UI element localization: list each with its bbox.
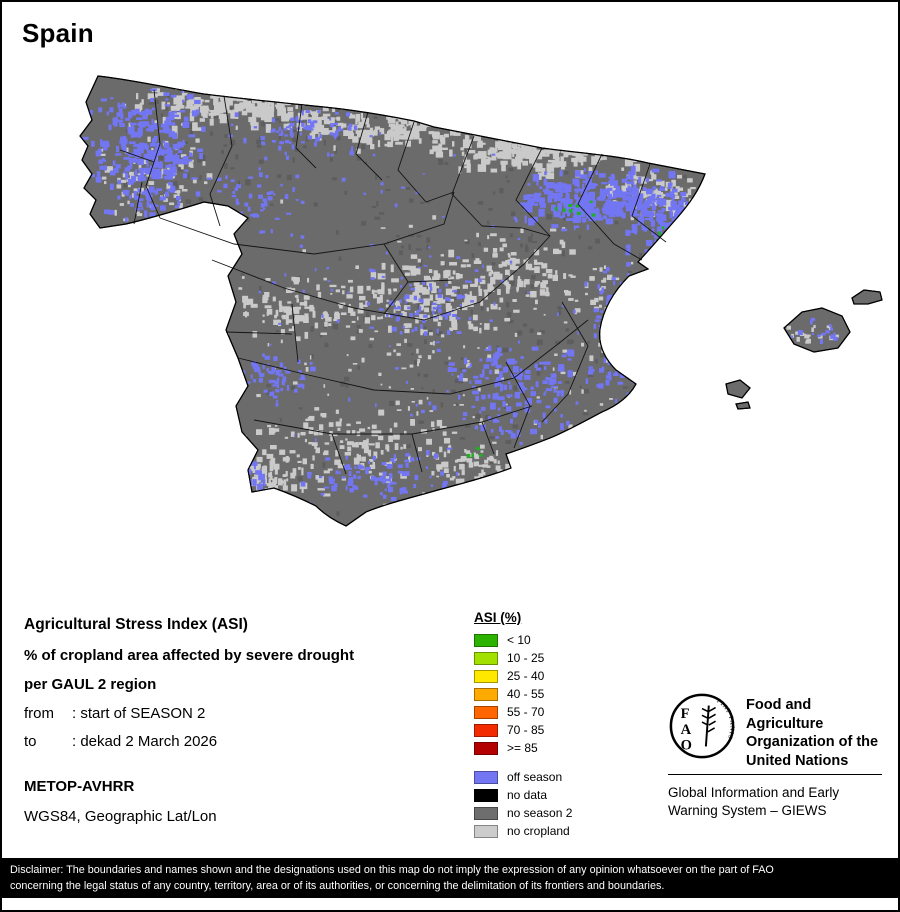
asi-legend-heading: ASI (%) bbox=[474, 610, 522, 625]
page-title: Spain bbox=[22, 18, 94, 48]
asi-legend: ASI (%) < 10 10 - 25 25 - 40 40 - 55 55 - 70… bbox=[474, 610, 572, 842]
from-value: : start of SEASON 2 bbox=[72, 705, 206, 722]
legend-row: 40 - 55 bbox=[474, 687, 572, 701]
projection-name: WGS84, Geographic Lat/Lon bbox=[24, 808, 217, 825]
legend-from-line: from : start of SEASON 2 bbox=[24, 705, 354, 722]
legend-label: < 10 bbox=[507, 633, 531, 647]
legend-label: 55 - 70 bbox=[507, 705, 545, 719]
legend-row: 70 - 85 bbox=[474, 723, 572, 737]
legend-swatch bbox=[474, 651, 498, 665]
fao-block: F A O FIAT PANIS Food and Agriculture Or… bbox=[668, 690, 886, 830]
gaul2-boundaries bbox=[119, 89, 667, 475]
legend-label: 70 - 85 bbox=[507, 723, 545, 737]
svg-text:A: A bbox=[681, 722, 692, 738]
fao-logo-icon: F A O FIAT PANIS bbox=[669, 693, 735, 759]
legend-label: 40 - 55 bbox=[507, 687, 545, 701]
legend-row: no cropland bbox=[474, 824, 572, 838]
legend-swatch bbox=[474, 770, 498, 784]
legend-row: off season bbox=[474, 770, 572, 784]
svg-text:F: F bbox=[681, 706, 690, 722]
legend-swatch bbox=[474, 723, 498, 737]
to-value: : dekad 2 March 2026 bbox=[72, 733, 218, 750]
to-label: to bbox=[24, 733, 37, 750]
legend-row: no season 2 bbox=[474, 806, 572, 820]
legend-swatch bbox=[474, 633, 498, 647]
legend-row: < 10 bbox=[474, 633, 572, 647]
legend-label: off season bbox=[507, 770, 563, 784]
sensor-name: METOP-AVHRR bbox=[24, 778, 135, 795]
legend-label: 25 - 40 bbox=[507, 669, 545, 683]
legend-description-line2: per GAUL 2 region bbox=[24, 676, 157, 693]
legend-label: 10 - 25 bbox=[507, 651, 545, 665]
legend-description-line1: % of cropland area affected by severe dr… bbox=[24, 647, 355, 664]
legend-label: no data bbox=[507, 788, 548, 802]
legend-to-line: to : dekad 2 March 2026 bbox=[24, 733, 354, 750]
legend-swatch bbox=[474, 687, 498, 701]
legend-row: 55 - 70 bbox=[474, 705, 572, 719]
legend-swatch bbox=[474, 788, 498, 802]
asi-extra-classes: off season no data no season 2 no cropland bbox=[474, 770, 572, 838]
legend-swatch bbox=[474, 806, 498, 820]
legend-label: >= 85 bbox=[507, 741, 538, 755]
legend-row: 25 - 40 bbox=[474, 669, 572, 683]
legend-row: >= 85 bbox=[474, 741, 572, 755]
legend-swatch bbox=[474, 669, 498, 683]
fao-divider bbox=[668, 774, 882, 775]
fao-org-name: Food and Agriculture Organization of the… bbox=[746, 697, 879, 769]
disclaimer-bar: Disclaimer: The boundaries and names sho… bbox=[2, 858, 898, 898]
svg-text:O: O bbox=[681, 737, 692, 753]
legend-swatch bbox=[474, 741, 498, 755]
legend-swatch bbox=[474, 705, 498, 719]
legend-swatch bbox=[474, 824, 498, 838]
legend-row: no data bbox=[474, 788, 572, 802]
legend-label: no season 2 bbox=[507, 806, 573, 820]
legend-heading: Agricultural Stress Index (ASI) bbox=[24, 616, 248, 633]
giews-label: Global Information and Early Warning Sys… bbox=[668, 785, 840, 819]
legend-text-block: Agricultural Stress Index (ASI) % of cro… bbox=[24, 616, 354, 825]
from-label: from bbox=[24, 705, 54, 722]
legend-row: 10 - 25 bbox=[474, 651, 572, 665]
asi-classes: < 10 10 - 25 25 - 40 40 - 55 55 - 70 70 - 85 >… bbox=[474, 633, 572, 755]
legend-label: no cropland bbox=[507, 824, 570, 838]
